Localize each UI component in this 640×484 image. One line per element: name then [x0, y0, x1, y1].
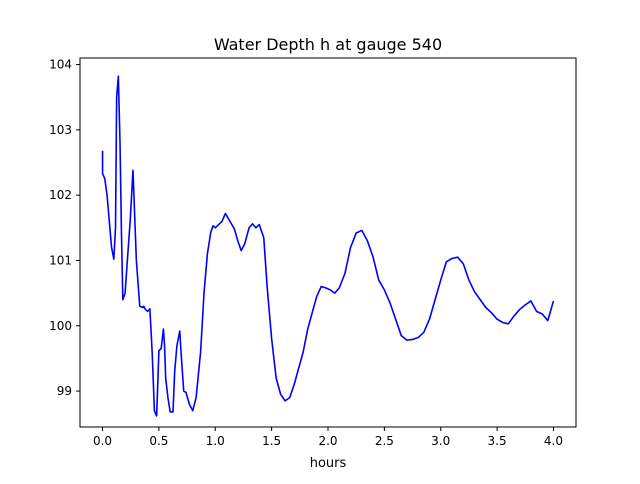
plot-area — [101, 75, 555, 417]
x-tick-label: 1.5 — [262, 434, 281, 448]
x-tick-label: 0.0 — [93, 434, 112, 448]
y-tick-label: 100 — [49, 319, 72, 333]
x-tick-label: 1.0 — [206, 434, 225, 448]
y-tick-label: 104 — [49, 58, 72, 72]
series-line-0 — [101, 75, 555, 417]
y-tick-label: 103 — [49, 123, 72, 137]
y-axis: 99 100 101 102 103 104 — [49, 58, 80, 398]
chart-title: Water Depth h at gauge 540 — [214, 35, 442, 54]
y-tick-label: 101 — [49, 253, 72, 267]
x-tick-label: 2.5 — [375, 434, 394, 448]
y-tick-label: 99 — [57, 384, 72, 398]
y-tick-label: 102 — [49, 188, 72, 202]
x-tick-label: 2.0 — [318, 434, 337, 448]
x-tick-label: 4.0 — [544, 434, 563, 448]
x-tick-label: 3.5 — [488, 434, 507, 448]
x-axis: 0.0 0.5 1.0 1.5 2.0 2.5 3.0 3.5 4.0 — [93, 427, 563, 448]
x-tick-label: 3.0 — [431, 434, 450, 448]
x-axis-label: hours — [310, 456, 347, 471]
x-tick-label: 0.5 — [149, 434, 168, 448]
